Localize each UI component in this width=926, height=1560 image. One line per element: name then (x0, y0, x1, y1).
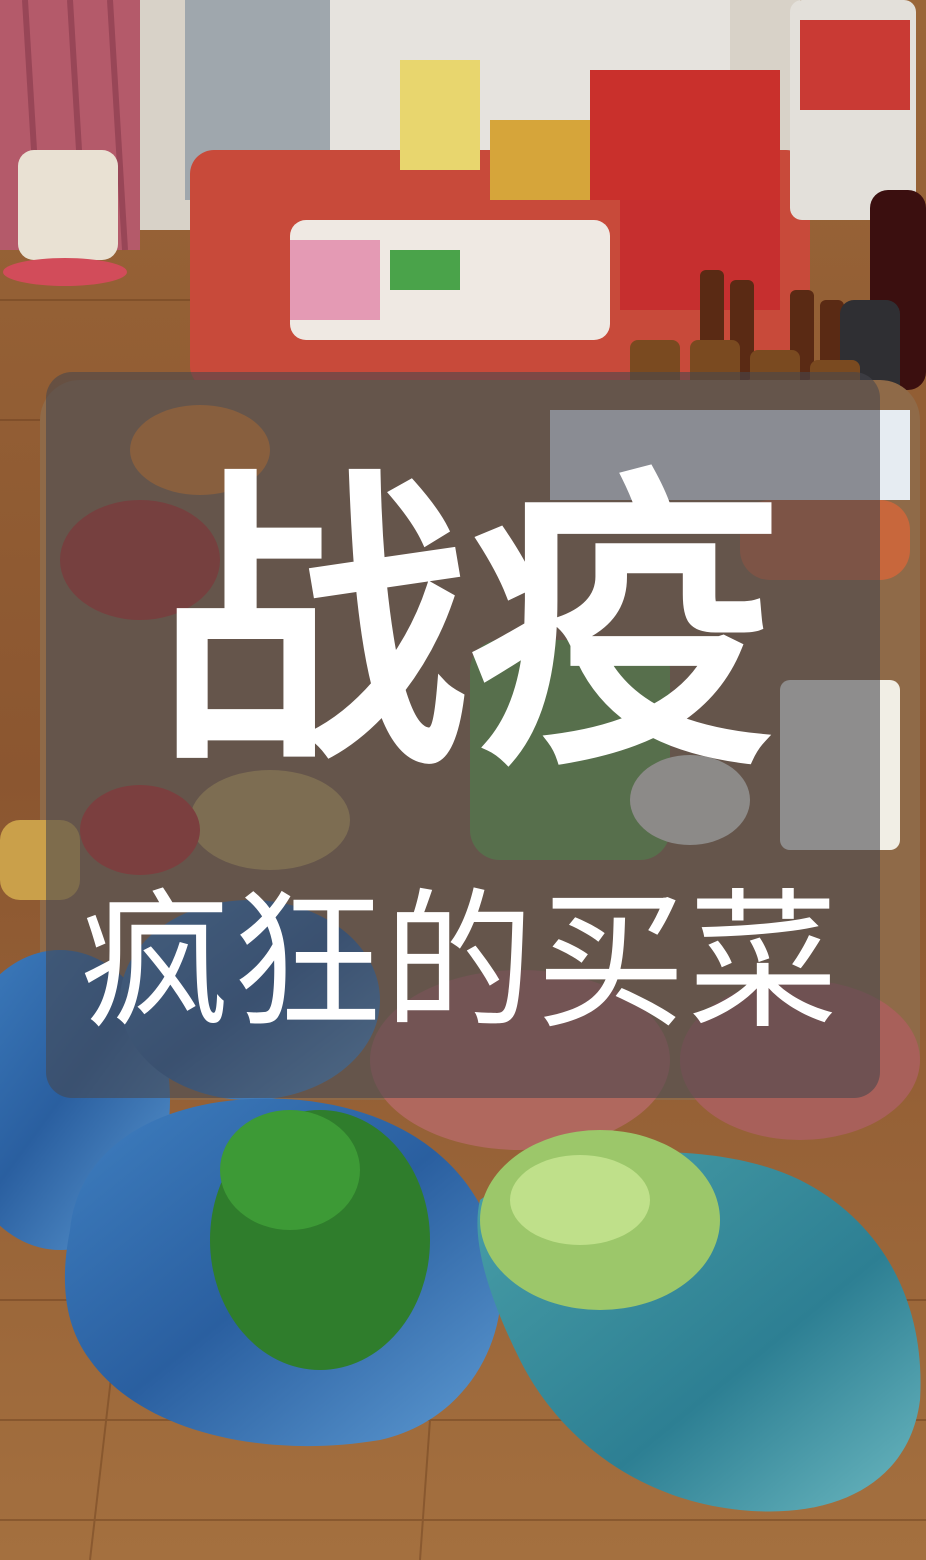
green-pack (390, 250, 460, 290)
title-text: 战疫 (156, 444, 780, 808)
pink-bag (290, 240, 380, 320)
cabbage-highlight (510, 1155, 650, 1245)
red-package (800, 20, 910, 110)
snack-box-yellow (400, 60, 480, 170)
bok-choy-leaves (220, 1110, 360, 1230)
appliance (18, 150, 118, 260)
subtitle-text: 疯狂的买菜 (79, 876, 840, 1050)
snack-box-gold (490, 120, 590, 200)
snack-box-red (590, 70, 780, 200)
appliance-base (3, 258, 127, 286)
title-overlay (46, 372, 880, 1098)
